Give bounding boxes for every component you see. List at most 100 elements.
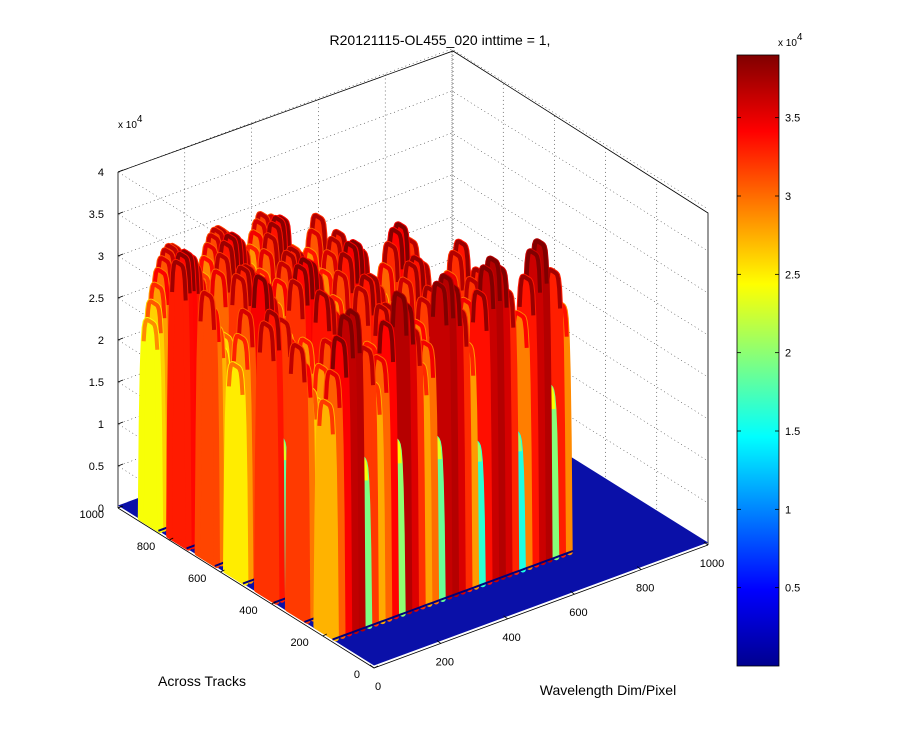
- surface-crest: [148, 282, 167, 319]
- surface-crest: [247, 230, 266, 268]
- colorbar-tick-label: 2: [785, 348, 791, 360]
- surface-crest: [145, 299, 163, 334]
- x-tick-label: 400: [502, 632, 520, 644]
- colorbar: 0.5 1 1.5 2 2.5 3 3.5 x 104: [736, 32, 803, 667]
- x-tick-label: 800: [636, 583, 654, 595]
- surface-strip: [194, 289, 220, 569]
- surface-crest: [152, 267, 170, 306]
- z-tick-label: 1: [98, 419, 104, 431]
- z-tick-label: 3: [98, 251, 104, 263]
- surface-crest: [254, 211, 273, 252]
- surface-crest: [321, 250, 339, 289]
- surface-crest: [217, 240, 236, 282]
- surface-crest: [226, 362, 245, 396]
- z-tick: [117, 379, 124, 383]
- surface-crest: [251, 219, 269, 259]
- z-tick-label: 4: [98, 167, 104, 179]
- surface-crest: [344, 308, 362, 354]
- surface-crest: [316, 269, 335, 306]
- surface-crest: [170, 259, 188, 301]
- surface-crest: [263, 309, 282, 351]
- surface-crest: [397, 277, 415, 317]
- surface-crest: [280, 250, 298, 291]
- surface-crest: [198, 255, 216, 293]
- surface-crest: [484, 256, 502, 301]
- surface-crest: [221, 233, 240, 276]
- y-tick: [322, 633, 327, 637]
- surface-crest: [159, 248, 177, 288]
- surface-crest: [292, 264, 310, 306]
- surface-crest: [430, 281, 449, 326]
- surface-strip: [284, 342, 311, 624]
- surface-crest: [288, 342, 307, 383]
- surface-crest: [524, 249, 542, 293]
- surface-crest: [198, 290, 217, 331]
- surface-crest: [243, 244, 262, 281]
- surface-crest: [463, 276, 482, 317]
- surface-crest: [271, 278, 289, 317]
- axis-ticks: 00.511.522.533.5402004006008001000020040…: [80, 167, 725, 693]
- z-tick-label: 3.5: [89, 209, 104, 221]
- surface-crest: [337, 314, 355, 359]
- y-tick: [271, 601, 276, 605]
- surface-crest: [301, 247, 320, 285]
- gridline-z: [117, 174, 709, 459]
- surface-crest: [305, 228, 324, 268]
- surface-crest: [531, 239, 549, 284]
- surface-crest: [231, 333, 250, 370]
- y-tick-label: 0: [354, 669, 360, 681]
- colorbar-multiplier: x 104: [778, 32, 803, 49]
- surface-crest: [471, 289, 489, 331]
- x-tick-label: 0: [375, 681, 381, 693]
- surface-bands: [137, 211, 574, 642]
- x-tick-label: 200: [436, 656, 454, 668]
- z-tick: [117, 169, 124, 173]
- x-tick: [636, 566, 642, 570]
- surface-crest: [287, 279, 305, 320]
- y-axis-line: [117, 507, 375, 669]
- surface-crest: [370, 355, 389, 393]
- x-tick: [570, 590, 575, 595]
- z-tick: [117, 463, 124, 467]
- surface-crest: [208, 227, 227, 268]
- z-tick: [117, 253, 124, 257]
- surface-crest: [402, 261, 421, 302]
- surface-strip: [137, 317, 164, 534]
- surface-crest: [313, 290, 332, 332]
- surface-crest: [297, 257, 315, 300]
- surface-crest: [337, 252, 355, 294]
- z-axis-multiplier: x 104: [118, 114, 143, 131]
- surface-crest: [325, 236, 344, 277]
- z-tick-label: 2: [98, 335, 104, 347]
- surface-crest: [415, 297, 434, 337]
- colorbar-tick-label: 1: [785, 504, 791, 516]
- z-tick: [117, 211, 124, 215]
- surface-crest: [213, 252, 232, 293]
- gridline-z: [117, 132, 709, 417]
- y-axis-label: Across Tracks: [158, 673, 246, 689]
- surface-strip: [223, 361, 249, 586]
- surface-strip: [166, 258, 192, 551]
- surface-crest: [352, 285, 371, 326]
- gridline-z: [117, 258, 709, 543]
- surface-crest: [257, 248, 276, 288]
- surface-crest: [296, 337, 315, 374]
- x-axis-label: Wavelength Dim/Pixel: [540, 682, 676, 698]
- x-axis-line: [373, 544, 709, 669]
- surface-strip: [254, 320, 280, 605]
- surface-crest: [392, 222, 410, 265]
- gridline-z: [117, 90, 709, 375]
- surface-crest: [174, 251, 192, 294]
- gridline-z: [117, 216, 709, 501]
- surface-crest: [230, 273, 248, 314]
- surface-crest: [251, 274, 270, 317]
- surface-crest: [377, 320, 396, 363]
- surface-crest: [284, 246, 303, 288]
- x-tick: [369, 664, 375, 669]
- y-tick-label: 1000: [80, 509, 104, 521]
- x-tick-label: 1000: [700, 558, 724, 570]
- surface-crest: [330, 229, 348, 271]
- surface-crest: [437, 273, 456, 319]
- y-tick-label: 400: [239, 605, 257, 617]
